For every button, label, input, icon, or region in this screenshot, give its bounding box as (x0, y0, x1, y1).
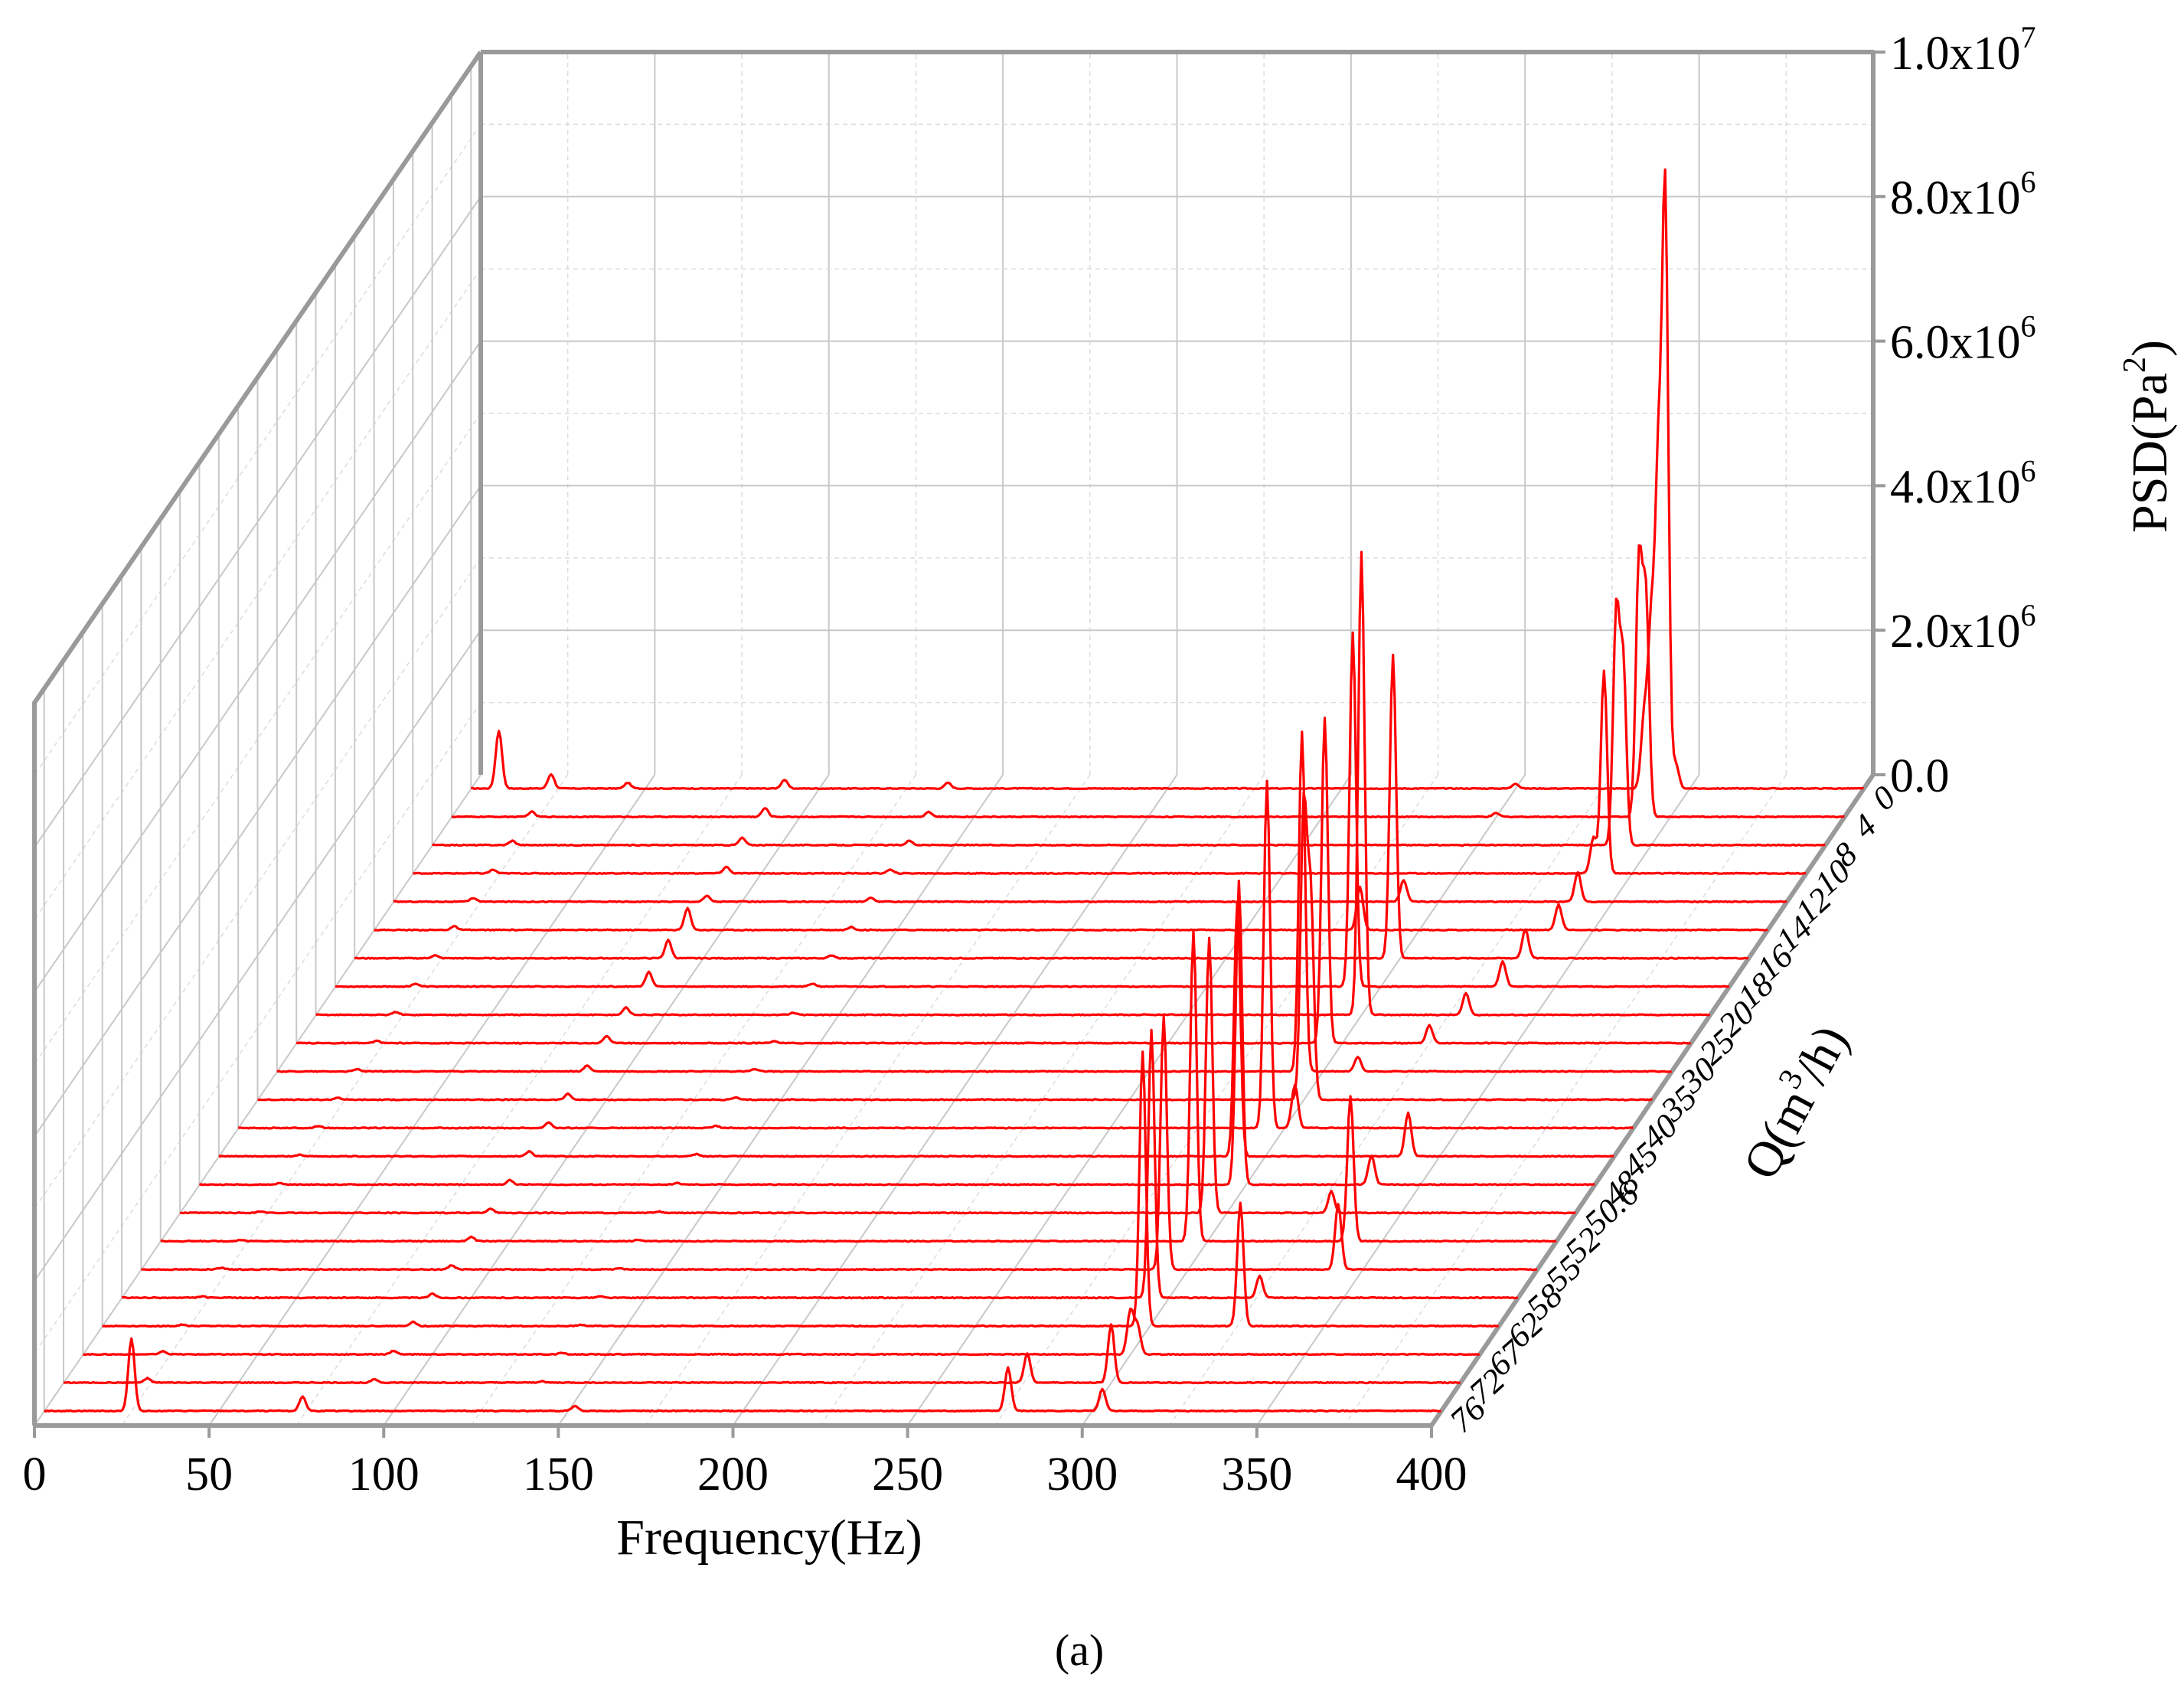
series-line-q-18 (335, 631, 1730, 988)
series-line-q-16 (354, 653, 1749, 960)
y-axis-title: PSD(Pa2) (2117, 340, 2178, 533)
x-tick-label: 150 (523, 1448, 594, 1501)
floor-grid (295, 774, 743, 1426)
y-tick-label: 6.0x106 (1890, 309, 2036, 369)
tick-labels: 0 50 100 150 200 250 300 350 400 0.0 2.0x106 4.0x10… (23, 20, 2036, 1501)
series-line-q-72 (63, 1323, 1461, 1385)
z-axis-title: Q(m3/h) (1729, 1014, 1859, 1188)
left-wall-diag-grid (34, 268, 482, 920)
left-wall-frame (32, 51, 483, 1426)
y-tick-label: 1.0x107 (1890, 20, 2036, 80)
series-line-q-40 (237, 779, 1634, 1130)
x-tick-label: 0 (23, 1448, 47, 1501)
floor-grid (1081, 774, 1526, 1426)
series-line-q-52 (160, 929, 1557, 1243)
x-tick-label: 250 (872, 1448, 943, 1501)
x-tick-label: 350 (1221, 1448, 1292, 1501)
series-line-q-55 (141, 1015, 1537, 1272)
series-line-q-14 (374, 885, 1768, 932)
series-layer (44, 168, 1864, 1413)
x-tick-label: 400 (1396, 1448, 1467, 1501)
series-line-q-8 (432, 597, 1826, 848)
y-axis-title-end: ) (2122, 340, 2178, 357)
series-line-q-4 (451, 544, 1845, 819)
x-tick-label: 100 (348, 1448, 419, 1501)
x-axis-title: Frequency(Hz) (616, 1510, 922, 1566)
y-axis-title-main: PSD(Pa (2122, 373, 2178, 533)
series-line-q-25 (295, 717, 1692, 1045)
series-line-q-48 (198, 879, 1595, 1187)
y-tick-label: 8.0x106 (1890, 165, 2036, 224)
series-line-q-45 (218, 901, 1614, 1158)
y-axis-title-sup: 2 (2117, 357, 2153, 373)
left-wall-diag-grid (34, 557, 482, 1210)
series-line-q-10 (413, 669, 1807, 875)
floor-grid (121, 774, 569, 1426)
series-line-q-0 (471, 168, 1864, 791)
series-line-q-76 (44, 1337, 1441, 1413)
z-axis-title-main: Q(m (1732, 1080, 1825, 1188)
series-line-q-67 (83, 1307, 1480, 1357)
x-tick-label: 300 (1046, 1448, 1118, 1501)
x-tick-label: 50 (185, 1448, 233, 1501)
x-tick-label: 200 (697, 1448, 769, 1501)
floor-grid (34, 774, 482, 1426)
series-line-q-20 (315, 550, 1711, 1017)
series-line-q-12 (393, 870, 1787, 903)
figure-caption: (a) (1055, 1625, 1104, 1675)
z-tick-label: 4 (1846, 807, 1883, 846)
y-tick-label: 2.0x106 (1890, 598, 2036, 658)
left-wall-diag-grid (34, 413, 482, 1065)
series-line-q-50-6 (179, 936, 1576, 1215)
series-line-q-35 (257, 792, 1653, 1102)
y-tick-label: 0.0 (1890, 750, 1950, 802)
floor-grid (470, 774, 917, 1426)
series-line-q-58 (122, 1028, 1518, 1300)
left-wall-diag-grid (34, 123, 482, 776)
left-wall-diag-grid (34, 702, 482, 1354)
y-tick-label: 4.0x106 (1890, 453, 2036, 513)
series-line-q-62 (102, 1050, 1499, 1328)
series-line-q-30 (276, 730, 1673, 1073)
